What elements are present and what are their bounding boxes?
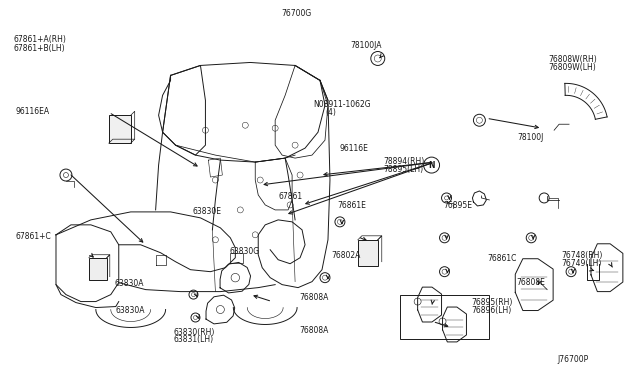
Text: 76861C: 76861C bbox=[487, 254, 516, 263]
Text: J76700P: J76700P bbox=[557, 355, 588, 364]
Text: 76896(LH): 76896(LH) bbox=[472, 306, 512, 315]
Text: 63830G: 63830G bbox=[230, 247, 260, 256]
Text: 96116EA: 96116EA bbox=[15, 108, 49, 116]
Text: 76749(LH): 76749(LH) bbox=[561, 259, 602, 267]
Text: 67861+B(LH): 67861+B(LH) bbox=[14, 44, 65, 52]
Bar bbox=[109, 115, 131, 143]
Text: 67861: 67861 bbox=[278, 192, 303, 201]
Text: 78894(RH): 78894(RH) bbox=[384, 157, 425, 166]
Text: 63831(LH): 63831(LH) bbox=[173, 335, 214, 344]
Bar bbox=[89, 258, 107, 280]
Text: 76895(RH): 76895(RH) bbox=[472, 298, 513, 307]
Text: 63830A: 63830A bbox=[115, 279, 144, 288]
Text: N: N bbox=[428, 161, 435, 170]
Text: (4): (4) bbox=[325, 108, 336, 117]
Text: 76809W(LH): 76809W(LH) bbox=[548, 63, 596, 72]
Text: 78100JA: 78100JA bbox=[351, 41, 382, 50]
Text: 63830A: 63830A bbox=[116, 306, 145, 315]
Text: N08911-1062G: N08911-1062G bbox=[314, 100, 371, 109]
Text: 76700G: 76700G bbox=[282, 9, 312, 18]
Text: 76861E: 76861E bbox=[337, 201, 366, 210]
Text: 63830(RH): 63830(RH) bbox=[173, 328, 215, 337]
Text: 63830E: 63830E bbox=[193, 207, 221, 216]
Text: 78100J: 78100J bbox=[518, 132, 544, 142]
Text: 78895(LH): 78895(LH) bbox=[384, 165, 424, 174]
Text: 67861+A(RH): 67861+A(RH) bbox=[14, 35, 67, 44]
Text: 76895E: 76895E bbox=[443, 201, 472, 210]
Text: 67861+C: 67861+C bbox=[15, 232, 51, 241]
Text: 76808W(RH): 76808W(RH) bbox=[548, 55, 597, 64]
Text: 76808E: 76808E bbox=[516, 278, 545, 287]
Bar bbox=[358, 240, 378, 266]
Text: 76808A: 76808A bbox=[300, 293, 329, 302]
Bar bbox=[400, 295, 490, 339]
Text: 76802A: 76802A bbox=[332, 251, 361, 260]
Text: 76748(RH): 76748(RH) bbox=[561, 251, 602, 260]
Text: 96116E: 96116E bbox=[339, 144, 368, 153]
Text: 76808A: 76808A bbox=[300, 326, 329, 335]
